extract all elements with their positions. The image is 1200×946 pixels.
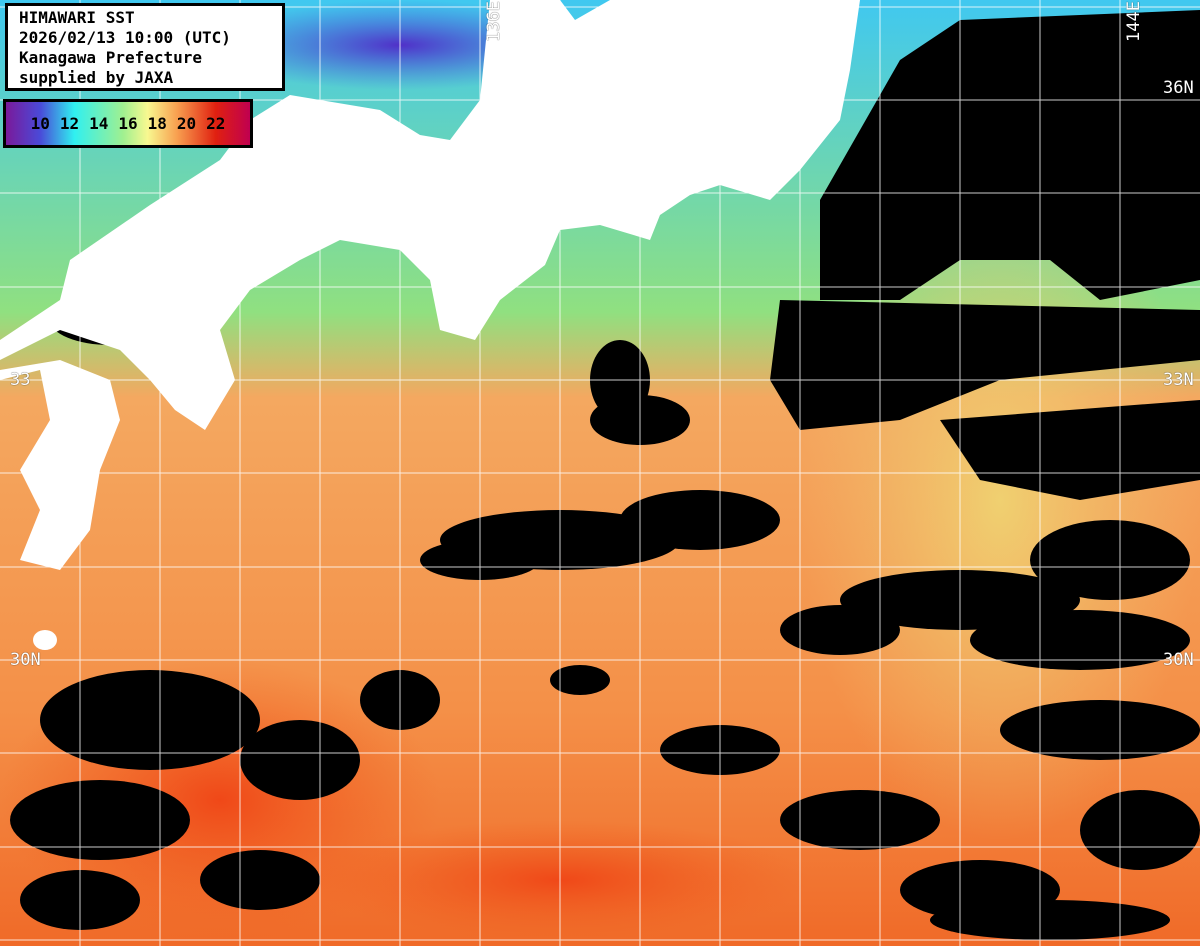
title-box: HIMAWARI SST 2026/02/13 10:00 (UTC) Kana… (5, 3, 285, 91)
legend-label: 18 (147, 114, 167, 133)
lon-label-144e: 144E (1124, 1, 1144, 42)
title-product: HIMAWARI SST (19, 8, 135, 27)
title-organization: Kanagawa Prefecture (19, 48, 203, 67)
lon-label-136e: 136E (484, 1, 504, 42)
lat-label-36n: 36N (1163, 78, 1194, 98)
title-supplier: supplied by JAXA (19, 68, 174, 87)
legend-label: 10 (30, 114, 50, 133)
title-datetime: 2026/02/13 10:00 (UTC) (19, 28, 231, 47)
legend-label: 22 (206, 114, 226, 133)
land (0, 0, 860, 650)
lat-label-33-left: 33 (10, 370, 31, 390)
legend-label: 20 (176, 114, 197, 133)
lat-label-33n: 33N (1163, 370, 1194, 390)
color-scale-legend: 10 12 14 16 18 20 22 (3, 99, 253, 148)
legend-label: 16 (118, 114, 138, 133)
lat-label-30n-left: 30N (10, 650, 41, 670)
lat-label-30n-right: 30N (1163, 650, 1194, 670)
legend-label: 14 (89, 114, 109, 133)
legend-label: 12 (59, 114, 80, 133)
